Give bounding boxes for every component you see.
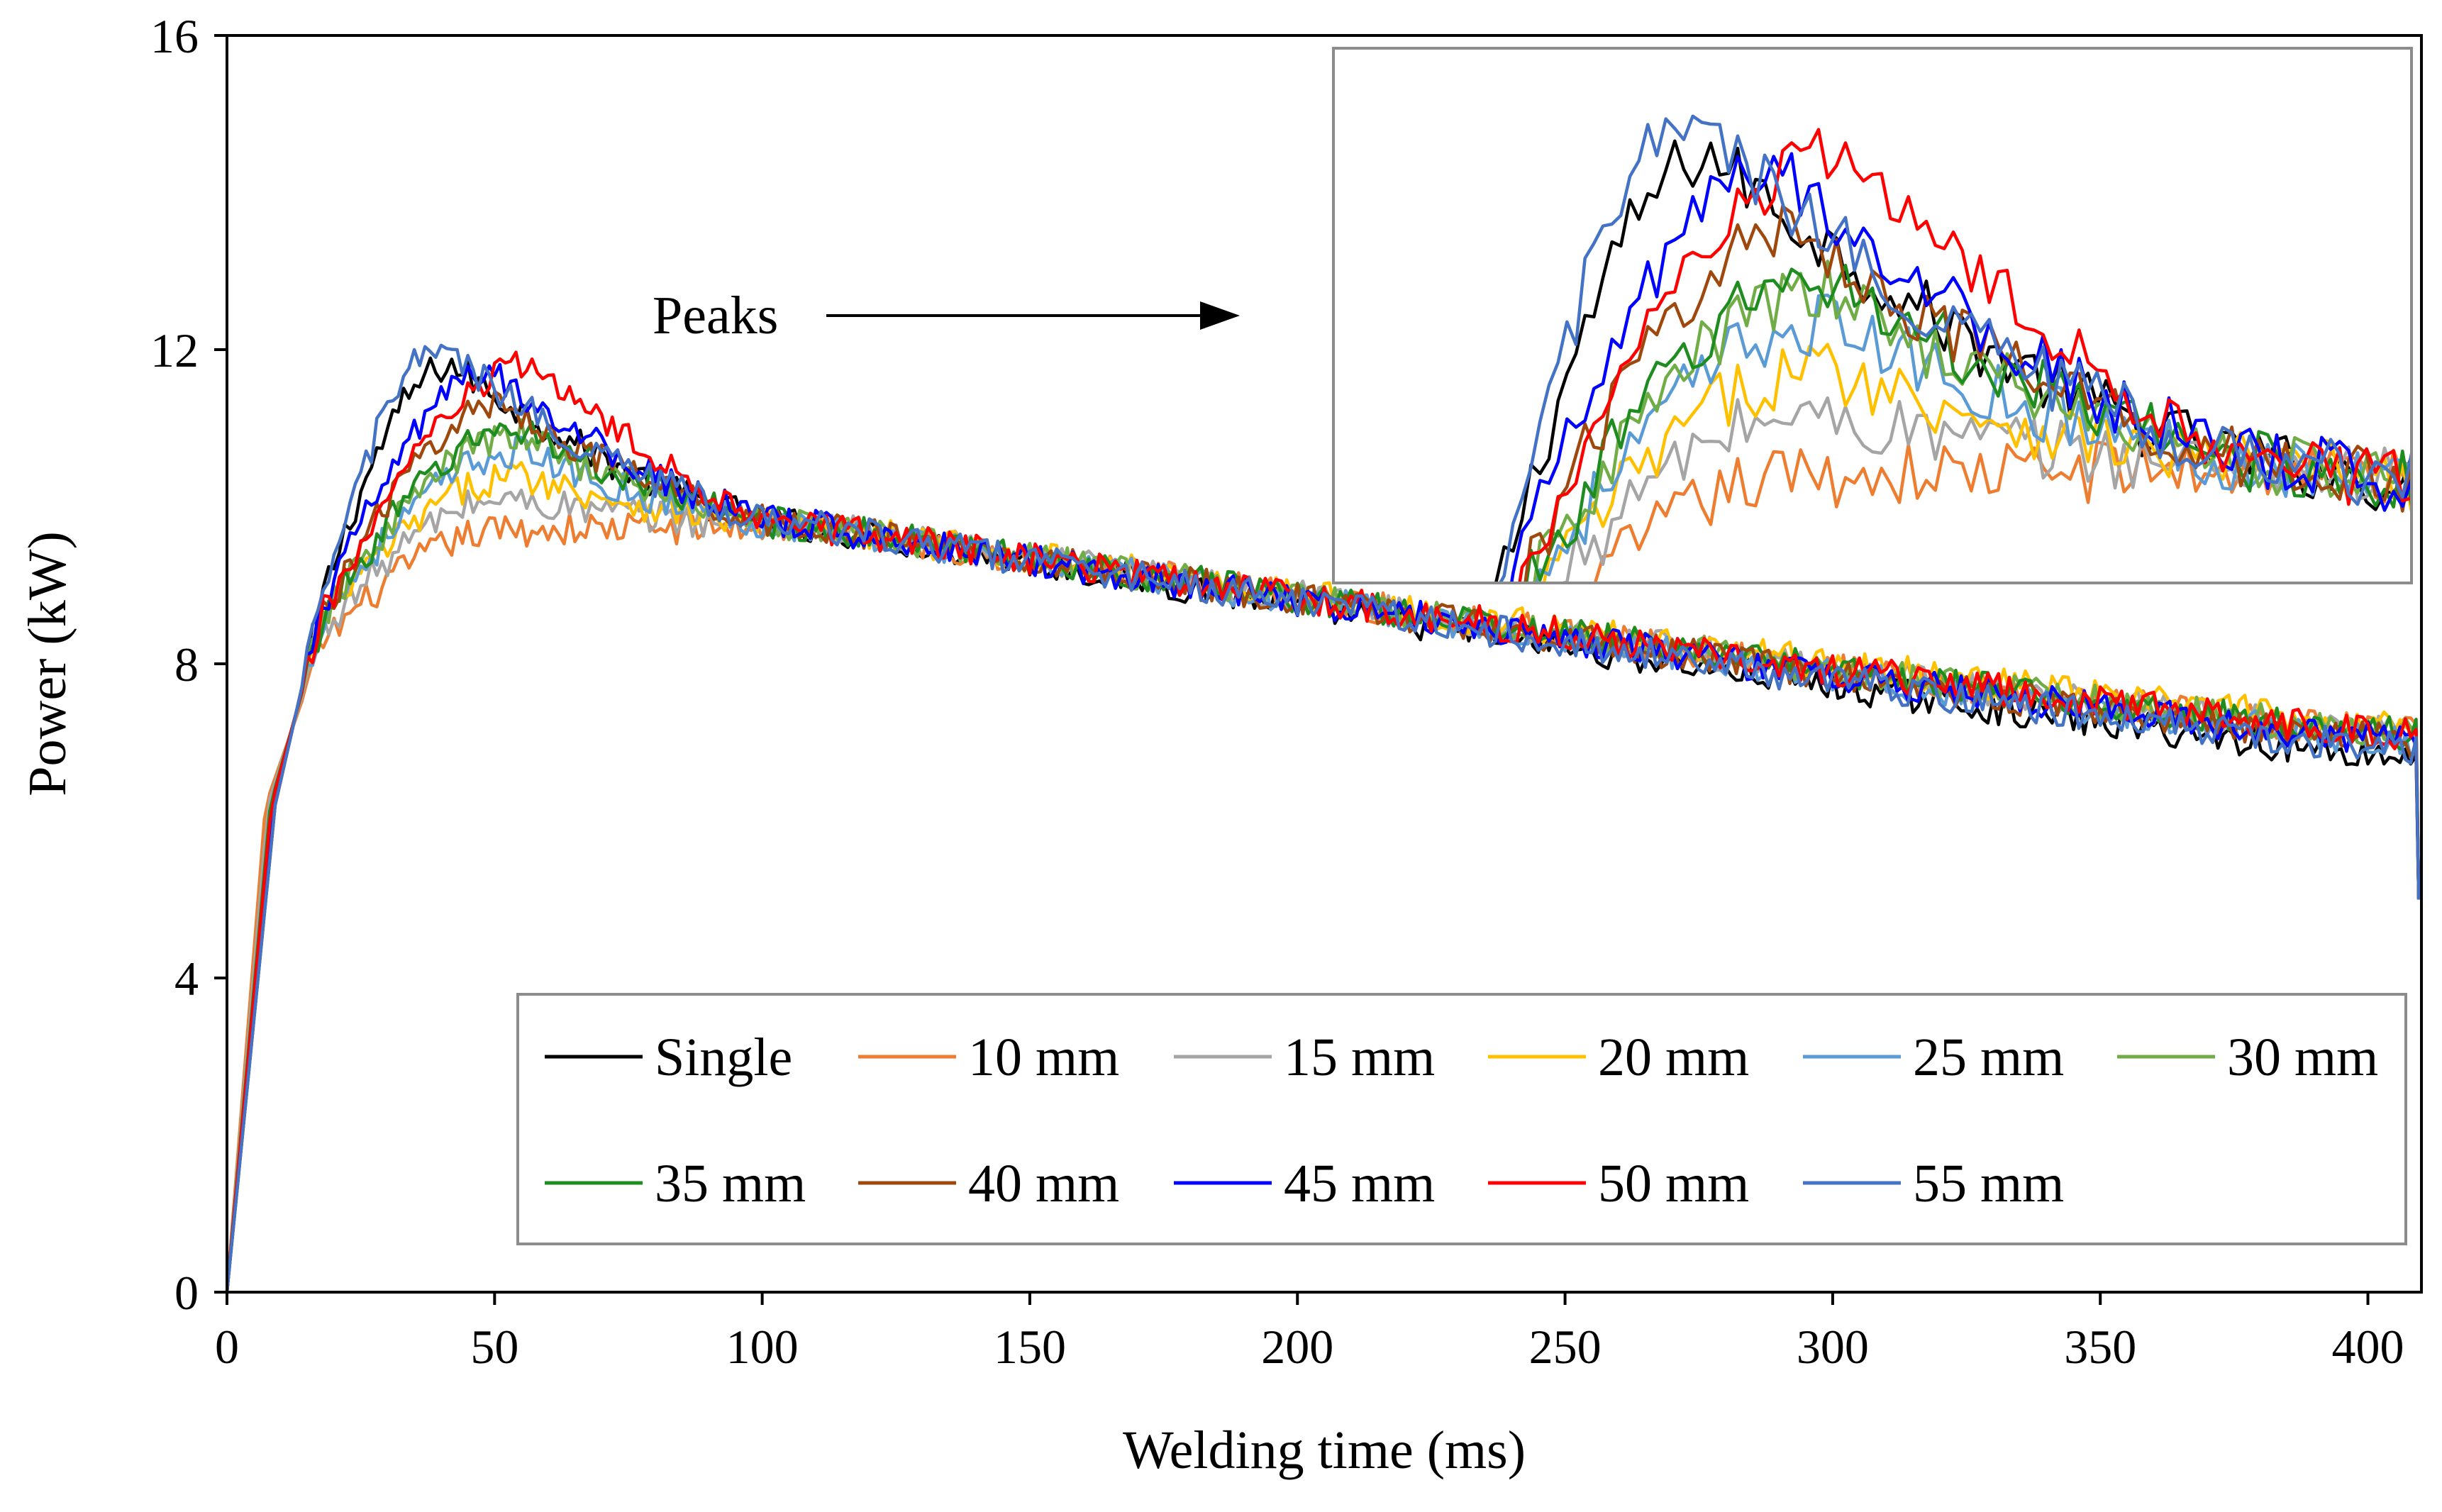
legend-item-15-mm: 15 mm bbox=[1174, 1028, 1435, 1087]
inset-panel bbox=[1332, 47, 2413, 584]
legend-items: Single 10 mm 15 mm 20 mm 25 mm 30 mm 35 mm 40 m… bbox=[545, 1028, 2378, 1213]
legend-item-35-mm: 35 mm bbox=[545, 1154, 806, 1213]
legend-label: 45 mm bbox=[1284, 1154, 1435, 1213]
x-tick-label: 0 bbox=[215, 1320, 239, 1374]
legend-label: 40 mm bbox=[968, 1154, 1119, 1213]
legend-label: 35 mm bbox=[655, 1154, 806, 1213]
inset-frame bbox=[1332, 47, 2413, 584]
y-tick-label: 16 bbox=[150, 9, 199, 63]
y-tick-label: 0 bbox=[174, 1266, 199, 1320]
legend-box bbox=[516, 993, 2407, 1245]
legend-item-50-mm: 50 mm bbox=[1488, 1154, 1749, 1213]
x-axis-title: Welding time (ms) bbox=[1123, 1421, 1526, 1480]
series-line-50-mm bbox=[225, 350, 2421, 1293]
axis-ticks: 0 50 100 150 200 250 300 350 400 0 4 8 12 16 bbox=[150, 9, 2404, 1374]
legend-item-single: Single bbox=[545, 1028, 792, 1087]
legend-label: 30 mm bbox=[2227, 1028, 2378, 1087]
legend: Single 10 mm 15 mm 20 mm 25 mm 30 mm 35 mm 40 m… bbox=[516, 993, 2407, 1245]
x-tick-label: 100 bbox=[726, 1320, 799, 1374]
inset-series bbox=[1494, 114, 2412, 583]
legend-label: 20 mm bbox=[1598, 1028, 1749, 1087]
y-tick-label: 12 bbox=[150, 323, 199, 377]
y-tick-label: 4 bbox=[174, 952, 199, 1006]
legend-label: 10 mm bbox=[968, 1028, 1119, 1087]
peaks-label: Peaks bbox=[653, 286, 778, 345]
x-tick-label: 350 bbox=[2064, 1320, 2136, 1374]
peaks-annotation: Peaks bbox=[653, 286, 1240, 345]
legend-item-10-mm: 10 mm bbox=[858, 1028, 1119, 1087]
series-line-55-mm bbox=[225, 343, 2421, 1293]
y-axis-title: Power (kW) bbox=[18, 531, 77, 796]
inset-series-line-40-mm bbox=[1524, 204, 2412, 583]
legend-label: 50 mm bbox=[1598, 1154, 1749, 1213]
legend-item-30-mm: 30 mm bbox=[2117, 1028, 2378, 1087]
x-tick-label: 250 bbox=[1529, 1320, 1602, 1374]
legend-item-40-mm: 40 mm bbox=[858, 1154, 1119, 1213]
legend-label: 15 mm bbox=[1284, 1028, 1435, 1087]
legend-item-25-mm: 25 mm bbox=[1803, 1028, 2064, 1087]
inset-series-line-45-mm bbox=[1509, 152, 2412, 583]
x-tick-label: 150 bbox=[994, 1320, 1066, 1374]
legend-item-55-mm: 55 mm bbox=[1803, 1154, 2064, 1213]
peaks-arrow-head bbox=[1200, 301, 1240, 330]
legend-label: 55 mm bbox=[1913, 1154, 2064, 1213]
inset-series-line-50-mm bbox=[1518, 128, 2412, 583]
x-tick-label: 300 bbox=[1797, 1320, 1869, 1374]
x-tick-label: 200 bbox=[1261, 1320, 1333, 1374]
y-tick-label: 8 bbox=[174, 638, 199, 691]
legend-item-45-mm: 45 mm bbox=[1174, 1154, 1435, 1213]
series-line-20-mm bbox=[225, 461, 2421, 1293]
legend-label: Single bbox=[655, 1028, 792, 1087]
main-plot-series bbox=[225, 343, 2421, 1293]
x-tick-label: 400 bbox=[2332, 1320, 2404, 1374]
x-tick-label: 50 bbox=[470, 1320, 518, 1374]
inset-series-line-55-mm bbox=[1498, 114, 2412, 583]
legend-item-20-mm: 20 mm bbox=[1488, 1028, 1749, 1087]
legend-label: 25 mm bbox=[1913, 1028, 2064, 1087]
